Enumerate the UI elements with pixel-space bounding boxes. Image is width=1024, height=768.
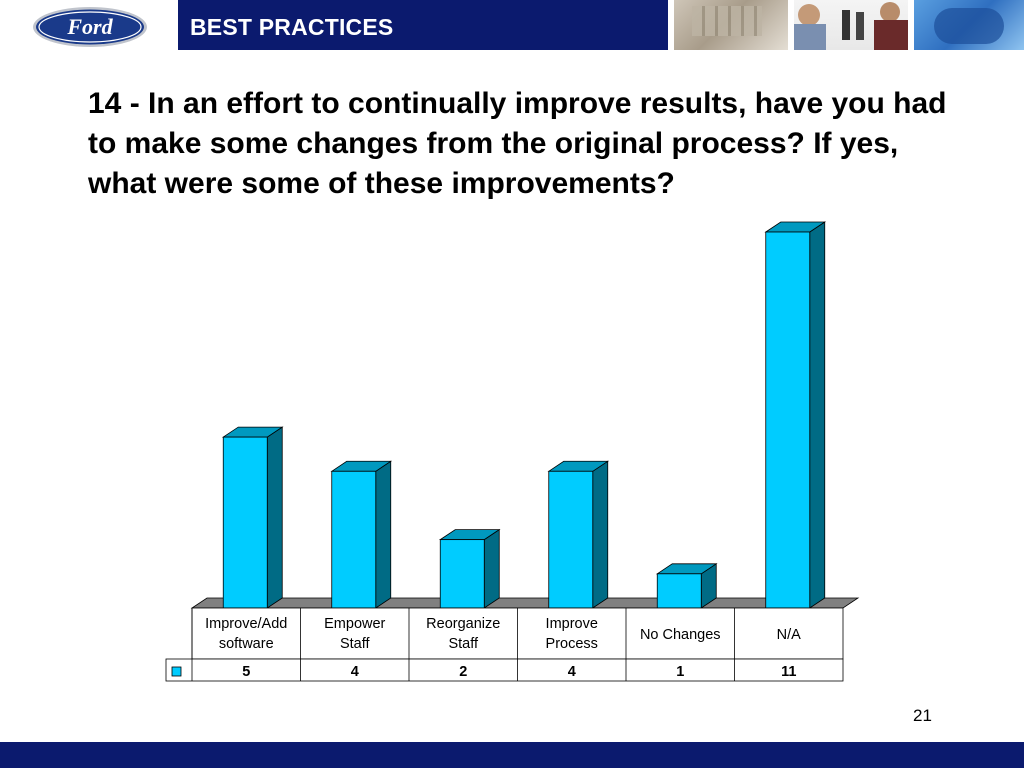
phone-photo	[914, 0, 1024, 50]
data-value-label: 11	[781, 664, 796, 680]
bar-side	[266, 426, 283, 609]
bar	[222, 436, 268, 609]
category-label: Reorganize	[426, 616, 500, 632]
bar	[439, 539, 485, 609]
bar	[656, 573, 702, 609]
category-label: Empower	[324, 616, 385, 632]
data-value-label: 4	[351, 664, 359, 680]
category-label: No Changes	[640, 627, 721, 643]
svg-text:Ford: Ford	[66, 14, 113, 39]
data-value-label: 4	[568, 664, 576, 680]
category-label: software	[219, 636, 274, 652]
header-band	[178, 0, 668, 50]
data-value-label: 2	[459, 664, 467, 680]
page-number: 21	[913, 706, 932, 725]
calculator-photo	[674, 0, 788, 50]
data-value-label: 5	[242, 664, 250, 680]
category-label: Process	[546, 636, 598, 652]
category-label: Staff	[340, 636, 371, 652]
category-label: Improve/Add	[205, 616, 287, 632]
table-value-row	[165, 658, 844, 682]
data-value-label: 1	[676, 664, 684, 680]
bar-side	[375, 460, 392, 609]
footer-band	[0, 742, 1024, 768]
office-people-photo	[794, 0, 908, 50]
chart-floor	[190, 597, 860, 609]
bar-side	[483, 528, 500, 609]
bar-side	[592, 460, 609, 609]
legend-key-swatch	[171, 666, 182, 677]
header-title: BEST PRACTICES	[190, 14, 394, 40]
ford-logo: Ford	[33, 7, 147, 47]
bar	[548, 470, 594, 609]
bar	[765, 231, 811, 609]
category-label: N/A	[777, 627, 802, 643]
question-text: 14 - In an effort to continually improve…	[88, 87, 947, 200]
bar	[331, 470, 377, 609]
category-label: Staff	[448, 636, 479, 652]
category-label: Improve	[546, 616, 598, 632]
bar-side	[809, 221, 826, 609]
